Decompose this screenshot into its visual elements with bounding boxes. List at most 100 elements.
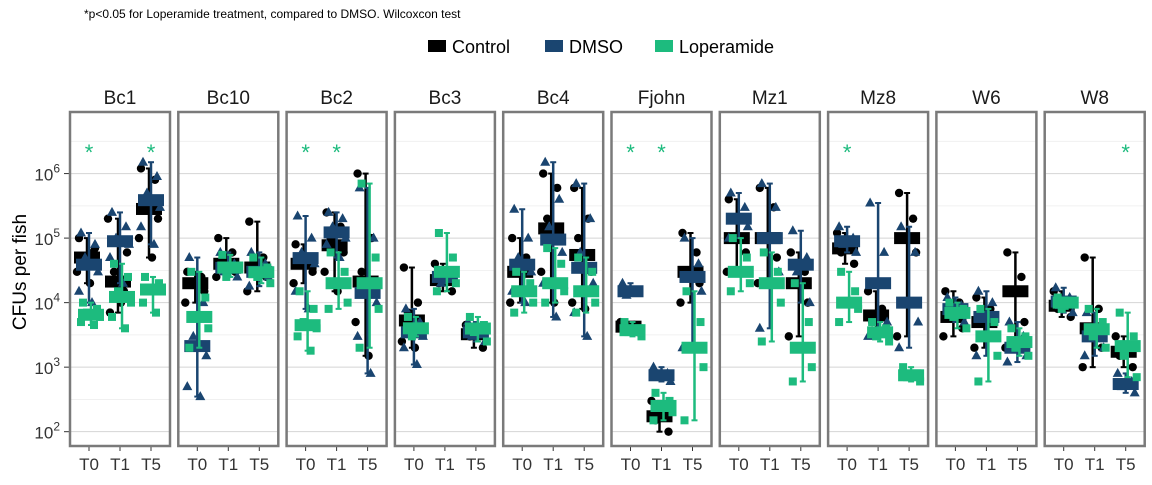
y-tick-exponent: 2 [53, 420, 60, 434]
significance-star: * [85, 140, 94, 165]
data-point-control [784, 332, 793, 341]
x-tick-label: T0 [621, 455, 641, 474]
data-point-dmso [834, 221, 845, 231]
x-tick-label: T5 [574, 455, 594, 474]
facet-border [285, 110, 388, 448]
median-bar-loperamide [650, 400, 677, 413]
data-point-control [1080, 253, 1089, 262]
data-point-loperamide [249, 253, 258, 262]
significance-star: * [147, 140, 156, 165]
median-bar-dmso [648, 369, 675, 382]
data-point-dmso [93, 266, 103, 276]
data-point-loperamide [340, 267, 349, 276]
median-bar-loperamide [325, 277, 352, 290]
data-point-loperamide [788, 377, 797, 386]
data-point-dmso [787, 225, 798, 235]
data-point-control [724, 195, 733, 204]
median-bar-loperamide [464, 322, 491, 335]
x-tick-label: T5 [899, 455, 919, 474]
y-tick-base: 10 [34, 230, 53, 249]
data-point-loperamide [1132, 373, 1141, 382]
data-point-dmso [292, 210, 303, 220]
median-bar-dmso [787, 258, 814, 271]
legend-item-dmso: DMSO [545, 37, 623, 57]
y-tick-label: 103 [34, 355, 60, 378]
x-tick-label: T5 [141, 455, 161, 474]
data-point-control [103, 214, 113, 223]
median-bar-loperamide [542, 277, 569, 290]
data-point-loperamide [79, 298, 87, 307]
facet-title: Bc10 [207, 88, 250, 109]
data-point-control [553, 183, 562, 193]
data-point-dmso [554, 193, 565, 203]
median-bar-control [1002, 285, 1029, 298]
x-tick-label: T1 [218, 455, 238, 474]
data-point-loperamide [529, 298, 538, 307]
x-tick-label: T5 [466, 455, 486, 474]
data-point-dmso [696, 285, 707, 295]
x-tick-label: T0 [187, 455, 207, 474]
data-point-dmso [368, 232, 379, 242]
data-point-loperamide [77, 318, 85, 327]
data-point-loperamide [1115, 308, 1124, 317]
data-point-control [892, 332, 902, 341]
y-tick-exponent: 6 [53, 162, 60, 176]
data-point-dmso [987, 297, 998, 307]
data-point-loperamide [448, 253, 457, 262]
median-bar-loperamide [1114, 340, 1141, 353]
data-point-control [568, 298, 577, 307]
data-point-loperamide [357, 179, 366, 188]
facet-panels: T0 T1 T5 * * Bc1 T0 T1 T5 Bc10 T0 T1 T5 * * Bc2 T0 T1 T5 Bc… [68, 88, 1146, 474]
data-point-loperamide [790, 279, 799, 288]
data-point-loperamide [560, 287, 569, 296]
y-tick-exponent: 5 [53, 226, 60, 240]
x-tick-label: T0 [729, 455, 749, 474]
data-point-dmso [959, 316, 970, 326]
data-point-control [399, 263, 409, 272]
median-bar-loperamide [356, 277, 383, 290]
chart-note: *p<0.05 for Loperamide treatment, compar… [84, 7, 461, 21]
x-tick-label: T0 [512, 455, 532, 474]
data-point-control [478, 343, 488, 352]
data-point-dmso [739, 201, 750, 211]
median-bar-loperamide [619, 324, 646, 337]
median-bar-dmso [138, 194, 164, 207]
facet-border [501, 110, 605, 448]
median-bar-loperamide [248, 266, 275, 279]
data-point-loperamide [482, 337, 491, 346]
data-point-loperamide [591, 298, 600, 307]
legend-label-dmso: DMSO [569, 37, 623, 57]
data-point-dmso [894, 342, 905, 352]
legend-item-loperamide: Loperamide [655, 37, 774, 57]
facet-title: Bc1 [104, 88, 137, 109]
median-bar-loperamide [944, 306, 971, 319]
data-point-loperamide [837, 267, 846, 276]
data-point-control [214, 233, 223, 243]
median-bar-loperamide [1006, 336, 1033, 349]
facet-w6: T0 T1 T5 W6 [935, 88, 1038, 474]
data-point-dmso [1004, 316, 1015, 326]
median-bar-loperamide [186, 310, 213, 323]
x-tick-label: T0 [837, 455, 857, 474]
median-bar-loperamide [511, 285, 538, 298]
data-point-dmso [155, 201, 165, 211]
x-tick-label: T5 [683, 455, 703, 474]
facet-border [68, 110, 172, 448]
x-tick-label: T1 [435, 455, 455, 474]
facet-bc1: T0 T1 T5 * * Bc1 [68, 88, 172, 474]
data-point-dmso [184, 252, 195, 262]
data-point-loperamide [465, 312, 474, 321]
data-point-control [147, 253, 157, 262]
facet-title: Mz1 [752, 88, 788, 109]
data-point-loperamide [945, 298, 954, 307]
data-point-dmso [182, 381, 193, 391]
data-point-loperamide [434, 228, 443, 237]
data-point-loperamide [962, 324, 971, 333]
x-tick-label: T1 [652, 455, 672, 474]
y-tick-label: 102 [34, 420, 60, 443]
significance-star: * [843, 140, 852, 165]
data-point-dmso [398, 342, 409, 352]
data-point-control [212, 272, 221, 282]
data-point-loperamide [699, 363, 708, 372]
data-point-control [676, 298, 685, 307]
